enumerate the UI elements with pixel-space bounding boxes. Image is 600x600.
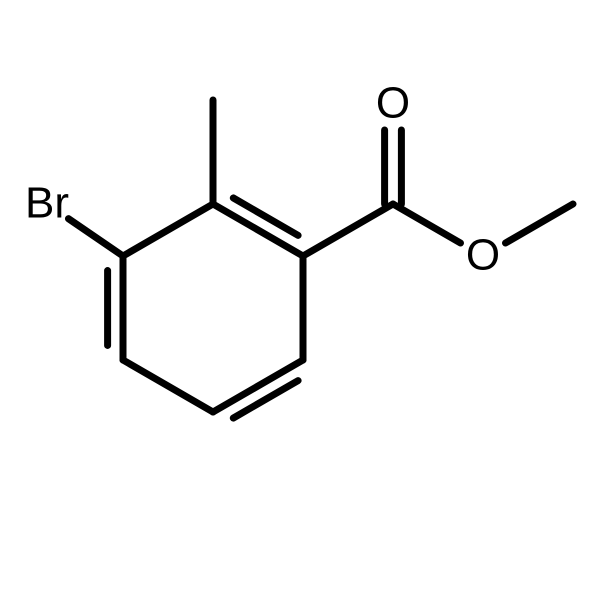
atom-label-Br: Br [25,179,69,228]
atom-label-O1: O [376,79,410,128]
labels-layer: Br O O [25,79,500,280]
bond-O2-C9 [506,204,573,243]
bond-C3-Br [68,219,123,256]
bond-C1-C8 [303,204,393,256]
bond-C8-O2 [393,204,460,243]
bond-C4-C5 [123,360,213,412]
bond-C5-C6-inner [233,381,298,418]
atom-label-O2: O [466,231,500,280]
bond-C2-C3 [123,204,213,256]
molecule-diagram: Br O O [0,0,600,600]
bond-C1-C2-inner [233,198,298,235]
